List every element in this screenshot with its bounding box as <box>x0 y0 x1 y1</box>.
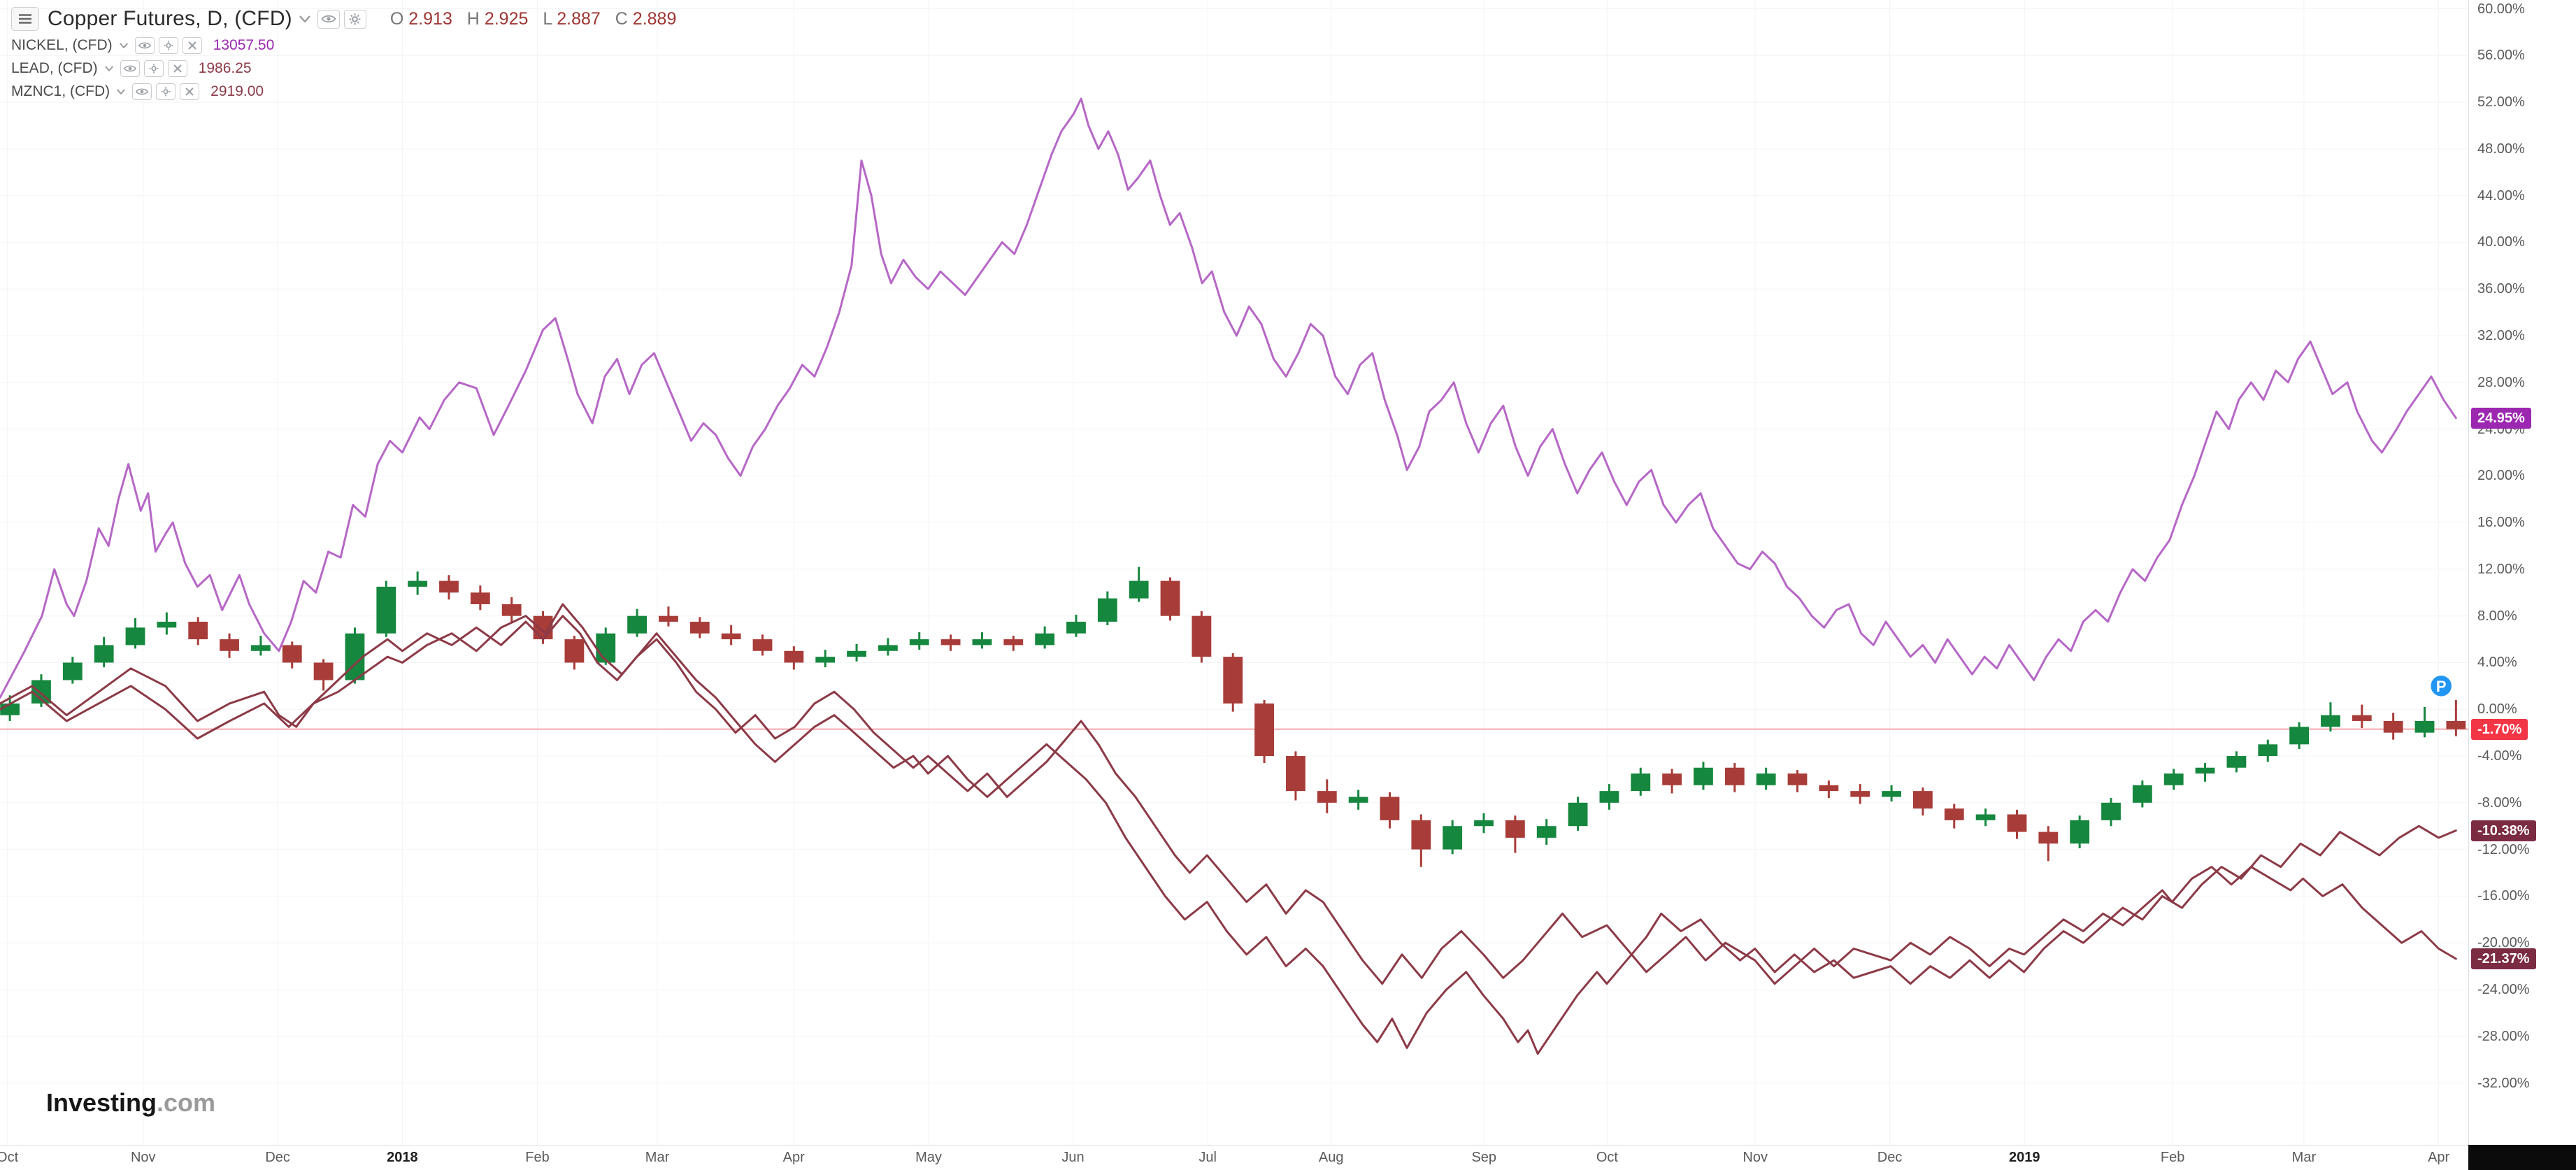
price-tick-label: 52.00% <box>2477 94 2525 110</box>
publish-marker[interactable]: P <box>2428 673 2454 699</box>
time-tick-label: Feb <box>2160 1150 2185 1165</box>
price-tick-label: 16.00% <box>2477 515 2525 531</box>
high-label: H <box>466 8 480 29</box>
time-tick-label: 2018 <box>387 1150 418 1165</box>
time-tick-label: Jul <box>1198 1150 1217 1165</box>
time-tick-label: Oct <box>1596 1150 1618 1165</box>
time-tick-label: May <box>915 1150 942 1165</box>
axis-corner <box>2468 1145 2576 1170</box>
price-tick-label: 20.00% <box>2477 468 2525 484</box>
open-label: O <box>389 8 404 29</box>
time-tick-label: Nov <box>1743 1150 1768 1165</box>
series-value: 2919.00 <box>210 83 264 99</box>
low-value: 2.887 <box>557 8 601 29</box>
chevron-down-icon[interactable] <box>104 66 113 71</box>
price-tick-label: 8.00% <box>2477 608 2517 624</box>
time-tick-label: Mar <box>2291 1150 2317 1165</box>
chart-title: Copper Futures, D, (CFD) <box>48 7 292 30</box>
investing-logo: Investing.com <box>46 1088 215 1118</box>
price-tick-label: -24.00% <box>2477 981 2530 997</box>
open-value: 2.913 <box>408 8 452 29</box>
time-scale[interactable]: Oct Nov Dec 2018 Feb Mar Apr May Jun Jul Aug Sep Oct… <box>0 1145 2468 1170</box>
price-tick-label: 36.00% <box>2477 281 2525 297</box>
time-tick-label: Dec <box>265 1150 290 1165</box>
series-value: 13057.50 <box>213 37 275 53</box>
price-tick-label: -28.00% <box>2477 1028 2530 1044</box>
gridlines <box>0 0 2468 1145</box>
close-icon[interactable] <box>167 60 187 77</box>
overlay-row-lead: LEAD, (CFD) 1986.25 <box>11 60 676 77</box>
time-tick-label: Aug <box>1318 1150 1344 1165</box>
price-tick-label: -20.00% <box>2477 935 2530 951</box>
time-tick-label: Feb <box>525 1150 550 1165</box>
close-icon[interactable] <box>182 37 202 54</box>
price-label-badge: -21.37% <box>2471 948 2536 970</box>
price-tick-label: -4.00% <box>2477 748 2522 764</box>
visibility-icon[interactable] <box>120 60 140 77</box>
visibility-icon[interactable] <box>134 37 155 54</box>
settings-icon[interactable] <box>143 60 164 77</box>
price-label-badge: -1.70% <box>2471 718 2528 740</box>
settings-icon[interactable] <box>343 9 366 29</box>
overlay-row-nickel: NICKEL, (CFD) 13057.50 <box>11 37 676 54</box>
line-series <box>0 97 2457 699</box>
price-tick-label: 56.00% <box>2477 48 2525 64</box>
price-tick-label: 0.00% <box>2477 701 2517 718</box>
main-series-row: Copper Futures, D, (CFD) O 2.913 H 2.925… <box>11 7 676 31</box>
time-tick-label: Apr <box>2428 1150 2450 1165</box>
high-value: 2.925 <box>484 8 529 29</box>
time-tick-label: Sep <box>1471 1150 1497 1165</box>
settings-icon[interactable] <box>156 83 176 100</box>
time-tick-label: Nov <box>130 1150 156 1165</box>
price-tick-label: -32.00% <box>2477 1075 2530 1091</box>
line-series <box>0 603 2457 1055</box>
candlestick-series <box>0 566 2466 867</box>
price-label-badge: 24.95% <box>2471 407 2531 429</box>
time-tick-label: Jun <box>1061 1150 1085 1165</box>
price-tick-label: 40.00% <box>2477 234 2525 250</box>
price-tick-label: 12.00% <box>2477 561 2525 577</box>
ohlc-values: O 2.913 H 2.925 L 2.887 C 2.889 <box>380 9 676 29</box>
close-label: C <box>615 8 628 29</box>
series-label: LEAD, (CFD) <box>11 60 98 76</box>
low-label: L <box>543 8 552 29</box>
visibility-icon[interactable] <box>317 9 340 29</box>
time-tick-label: 2019 <box>2009 1150 2040 1165</box>
price-tick-label: 32.00% <box>2477 327 2525 343</box>
price-scale[interactable]: 60.00% 56.00% 52.00% 48.00% 44.00% 40.00% 36.0… <box>2468 0 2576 1145</box>
svg-text:P: P <box>2436 678 2447 695</box>
hamburger-menu-icon[interactable] <box>11 7 39 31</box>
close-icon[interactable] <box>180 83 200 100</box>
overlay-row-mznc1: MZNC1, (CFD) 2919.00 <box>11 83 676 100</box>
visibility-icon[interactable] <box>132 83 152 100</box>
close-value: 2.889 <box>632 8 677 29</box>
price-tick-label: -8.00% <box>2477 794 2522 811</box>
price-tick-label: 60.00% <box>2477 1 2525 17</box>
chevron-down-icon[interactable] <box>117 89 126 94</box>
price-tick-label: 4.00% <box>2477 655 2517 671</box>
price-label-badge: -10.38% <box>2471 820 2536 841</box>
price-tick-label: 48.00% <box>2477 141 2525 157</box>
time-tick-label: Dec <box>1877 1150 1903 1165</box>
chevron-down-icon[interactable] <box>119 43 128 48</box>
series-label: NICKEL, (CFD) <box>11 37 113 53</box>
price-tick-label: 44.00% <box>2477 187 2525 204</box>
line-series <box>0 615 2457 985</box>
legend: Copper Futures, D, (CFD) O 2.913 H 2.925… <box>11 7 676 106</box>
time-tick-label: Apr <box>782 1150 805 1165</box>
price-tick-label: 28.00% <box>2477 374 2525 390</box>
time-tick-label: Oct <box>0 1150 19 1165</box>
series-label: MZNC1, (CFD) <box>11 83 110 99</box>
logo-text: Investing <box>46 1088 157 1117</box>
price-tick-label: -12.00% <box>2477 841 2530 857</box>
settings-icon[interactable] <box>158 37 178 54</box>
chart-plot[interactable]: P <box>0 0 2468 1145</box>
time-tick-label: Mar <box>645 1150 670 1165</box>
price-tick-label: -16.00% <box>2477 888 2530 904</box>
series-value: 1986.25 <box>198 60 252 76</box>
logo-suffix: .com <box>157 1088 216 1117</box>
chevron-down-icon[interactable] <box>299 15 310 22</box>
